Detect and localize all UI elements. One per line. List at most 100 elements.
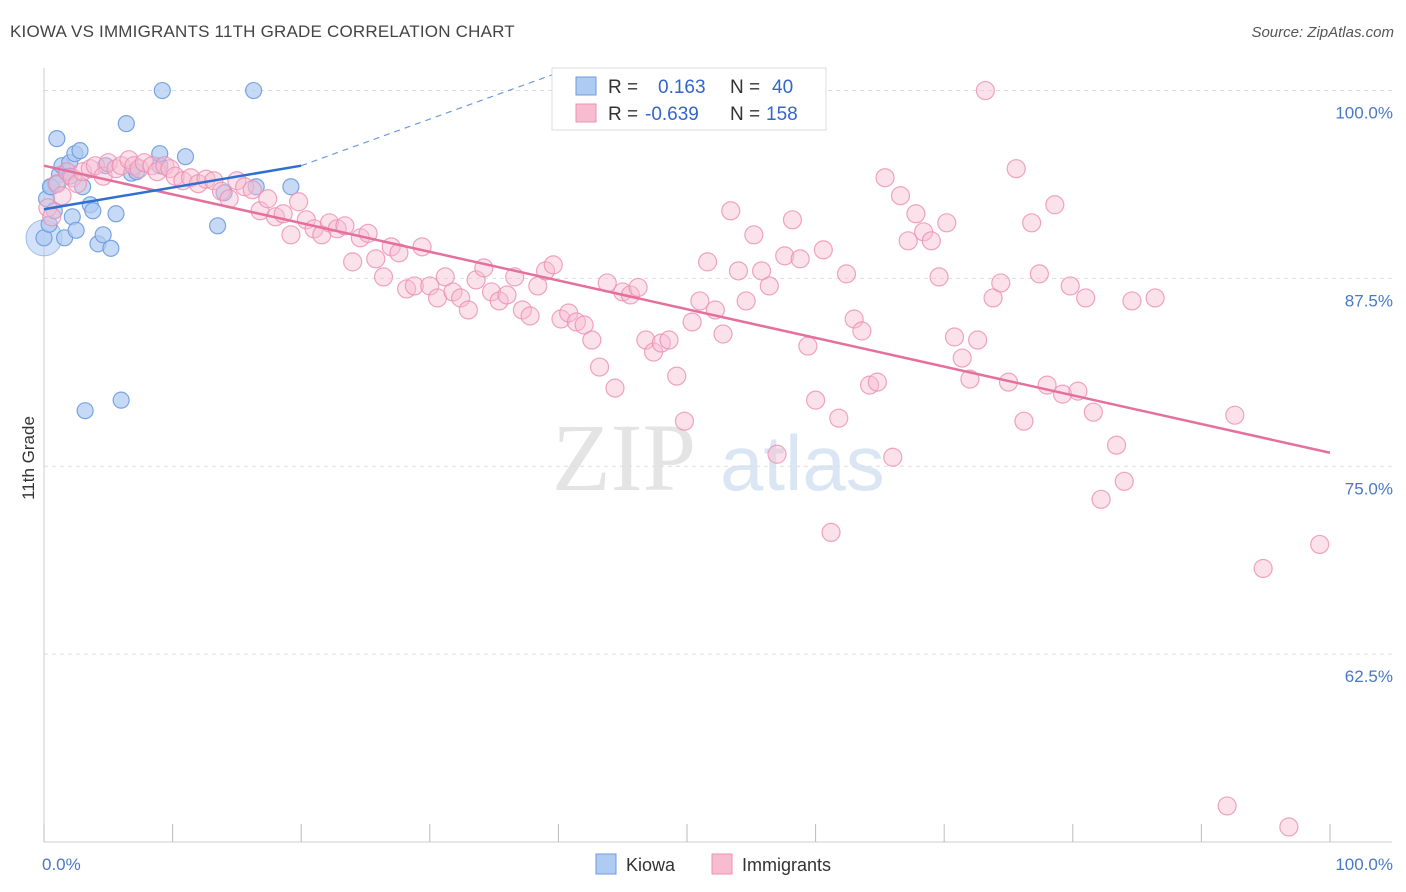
immigrants-point-147 bbox=[1217, 796, 1237, 816]
kiowa-point-16 bbox=[76, 402, 94, 420]
legend-r-value-immigrants: -0.639 bbox=[645, 104, 699, 125]
immigrants-point-102 bbox=[782, 210, 803, 230]
immigrants-point-97 bbox=[744, 225, 764, 245]
kiowa-trend-extension bbox=[300, 71, 559, 167]
kiowa-trend-line bbox=[43, 164, 302, 211]
immigrants-point-31 bbox=[235, 177, 255, 197]
immigrants-point-32 bbox=[242, 180, 262, 200]
immigrants-point-60 bbox=[458, 300, 478, 320]
immigrants-point-151 bbox=[1310, 534, 1330, 555]
bottom-legend-swatch-kiowa bbox=[595, 853, 617, 875]
legend-r-label-kiowa: R = bbox=[608, 77, 638, 98]
immigrants-point-57 bbox=[435, 267, 455, 287]
immigrants-point-93 bbox=[713, 324, 733, 344]
kiowa-point-31 bbox=[176, 148, 195, 166]
immigrants-points bbox=[38, 80, 1330, 837]
immigrants-point-64 bbox=[489, 291, 509, 311]
immigrants-point-37 bbox=[281, 225, 301, 245]
chart-title: KIOWA VS IMMIGRANTS 11TH GRADE CORRELATI… bbox=[10, 22, 515, 41]
y-axis-label: 11th Grade bbox=[19, 416, 38, 500]
kiowa-point-29 bbox=[153, 81, 171, 100]
bottom-legend: Kiowa Immigrants bbox=[595, 853, 831, 875]
immigrants-point-133 bbox=[1022, 213, 1042, 233]
immigrants-point-110 bbox=[844, 309, 864, 329]
immigrants-point-146 bbox=[1145, 288, 1165, 308]
immigrants-point-126 bbox=[968, 330, 988, 350]
immigrants-point-83 bbox=[636, 330, 656, 350]
legend-r-value-kiowa: 0.163 bbox=[658, 77, 706, 98]
kiowa-point-23 bbox=[107, 205, 125, 223]
legend-swatch-kiowa bbox=[575, 76, 597, 96]
immigrants-point-79 bbox=[605, 378, 625, 398]
chart-source: Source: ZipAtlas.com bbox=[1251, 24, 1394, 41]
immigrants-point-112 bbox=[860, 375, 880, 395]
immigrants-point-123 bbox=[944, 327, 965, 347]
kiowa-point-20 bbox=[94, 226, 112, 244]
y-tick-label-1: 87.5% bbox=[1345, 291, 1393, 310]
immigrants-point-148 bbox=[1225, 405, 1245, 425]
kiowa-point-25 bbox=[117, 115, 135, 133]
immigrants-point-24 bbox=[181, 168, 201, 188]
immigrants-point-59 bbox=[451, 288, 471, 308]
immigrants-point-74 bbox=[566, 312, 587, 332]
immigrants-point-38 bbox=[289, 192, 309, 212]
immigrants-point-103 bbox=[790, 249, 810, 269]
immigrants-point-114 bbox=[875, 168, 895, 188]
legend-n-label-kiowa: N = bbox=[730, 77, 760, 98]
immigrants-point-58 bbox=[443, 282, 463, 302]
immigrants-point-34 bbox=[258, 189, 278, 209]
immigrants-point-82 bbox=[628, 277, 648, 298]
immigrants-point-104 bbox=[798, 336, 818, 356]
immigrants-point-136 bbox=[1045, 195, 1065, 215]
immigrants-point-67 bbox=[512, 300, 532, 320]
immigrants-point-138 bbox=[1060, 276, 1080, 296]
immigrants-trend-line bbox=[43, 164, 1331, 454]
legend-r-label-immigrants: R = bbox=[608, 104, 638, 125]
immigrants-point-140 bbox=[1076, 288, 1096, 308]
immigrants-point-87 bbox=[667, 366, 687, 386]
immigrants-point-85 bbox=[651, 333, 671, 353]
kiowa-point-34 bbox=[245, 81, 263, 100]
immigrants-point-6 bbox=[67, 174, 88, 194]
immigrants-point-20 bbox=[155, 156, 175, 176]
immigrants-point-86 bbox=[659, 330, 679, 350]
immigrants-point-107 bbox=[821, 522, 841, 543]
immigrants-point-53 bbox=[404, 276, 424, 296]
immigrants-point-75 bbox=[574, 315, 594, 335]
immigrants-point-71 bbox=[543, 255, 563, 275]
immigrants-point-94 bbox=[721, 201, 741, 221]
bottom-legend-label-kiowa: Kiowa bbox=[626, 855, 676, 875]
immigrants-point-132 bbox=[1014, 411, 1034, 431]
immigrants-point-124 bbox=[952, 348, 972, 368]
immigrants-point-142 bbox=[1091, 489, 1111, 509]
immigrants-point-100 bbox=[767, 444, 787, 464]
watermark-zip: ZIP bbox=[552, 404, 696, 511]
legend-swatch-immigrants bbox=[575, 103, 597, 123]
kiowa-point-22 bbox=[102, 239, 120, 257]
legend-n-value-kiowa: 40 bbox=[772, 77, 793, 98]
immigrants-point-77 bbox=[589, 357, 610, 377]
immigrants-point-48 bbox=[366, 249, 386, 269]
trend-lines bbox=[43, 71, 1331, 454]
immigrants-point-98 bbox=[751, 261, 772, 281]
legend-n-value-immigrants: 158 bbox=[766, 104, 798, 125]
immigrants-point-90 bbox=[690, 291, 710, 311]
immigrants-point-111 bbox=[852, 321, 872, 341]
immigrants-point-149 bbox=[1253, 558, 1273, 579]
immigrants-point-68 bbox=[520, 306, 540, 326]
immigrants-point-145 bbox=[1122, 291, 1142, 311]
x-tick-label-1: 100.0% bbox=[1335, 855, 1393, 874]
immigrants-point-117 bbox=[898, 231, 918, 251]
immigrants-point-113 bbox=[867, 372, 887, 392]
immigrants-point-72 bbox=[551, 309, 571, 329]
y-tick-label-3: 62.5% bbox=[1345, 667, 1393, 686]
immigrants-point-101 bbox=[775, 246, 795, 266]
immigrants-point-115 bbox=[883, 447, 903, 467]
immigrants-point-131 bbox=[1006, 159, 1026, 179]
x-tick-label-0: 0.0% bbox=[42, 855, 81, 874]
immigrants-point-150 bbox=[1279, 817, 1299, 837]
immigrants-point-91 bbox=[697, 252, 718, 272]
immigrants-point-54 bbox=[412, 237, 432, 257]
immigrants-point-134 bbox=[1029, 264, 1049, 284]
